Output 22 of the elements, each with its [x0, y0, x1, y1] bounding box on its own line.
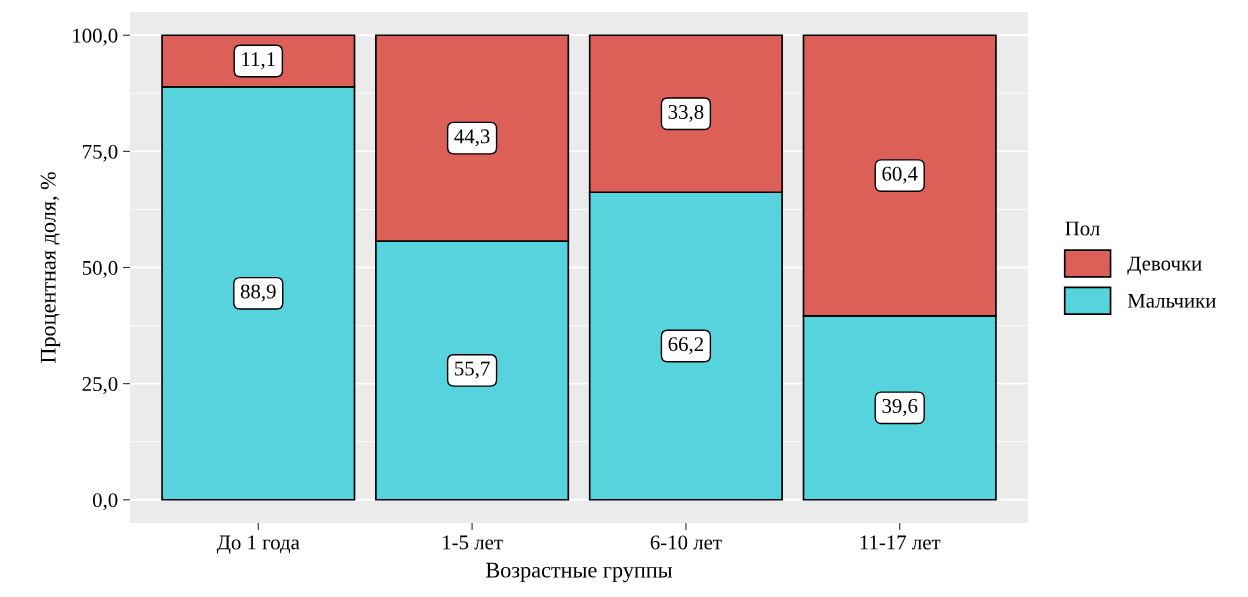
y-tick-label: 100,0 — [73, 28, 118, 46]
data-label: 39,6 — [882, 399, 918, 417]
y-tick-label: 0,0 — [92, 493, 118, 511]
legend-title: Пол — [1065, 221, 1100, 236]
y-tick-label: 75,0 — [83, 144, 118, 162]
data-label: 55,7 — [455, 361, 490, 379]
data-label: 33,8 — [668, 104, 704, 122]
data-label: 11,1 — [242, 52, 275, 70]
x-tick-label: 11-17 лет — [860, 535, 941, 550]
y-tick-label: 50,0 — [82, 260, 118, 278]
data-label: 60,4 — [882, 166, 918, 184]
legend-label: Девочки — [1127, 256, 1202, 275]
y-axis-title: Процентная доля, % — [40, 172, 61, 363]
x-axis-title: Возрастные группы — [486, 562, 673, 583]
legend-label: Мальчики — [1127, 293, 1216, 308]
y-tick-label: 25,0 — [82, 377, 118, 395]
data-label: 88,9 — [240, 284, 276, 302]
x-tick-label: 1-5 лет — [443, 535, 503, 550]
x-tick-label: 6-10 лет — [650, 535, 722, 550]
data-label: 66,2 — [668, 337, 703, 355]
x-tick-label: До 1 года — [216, 535, 300, 554]
data-label: 44,3 — [454, 129, 490, 147]
